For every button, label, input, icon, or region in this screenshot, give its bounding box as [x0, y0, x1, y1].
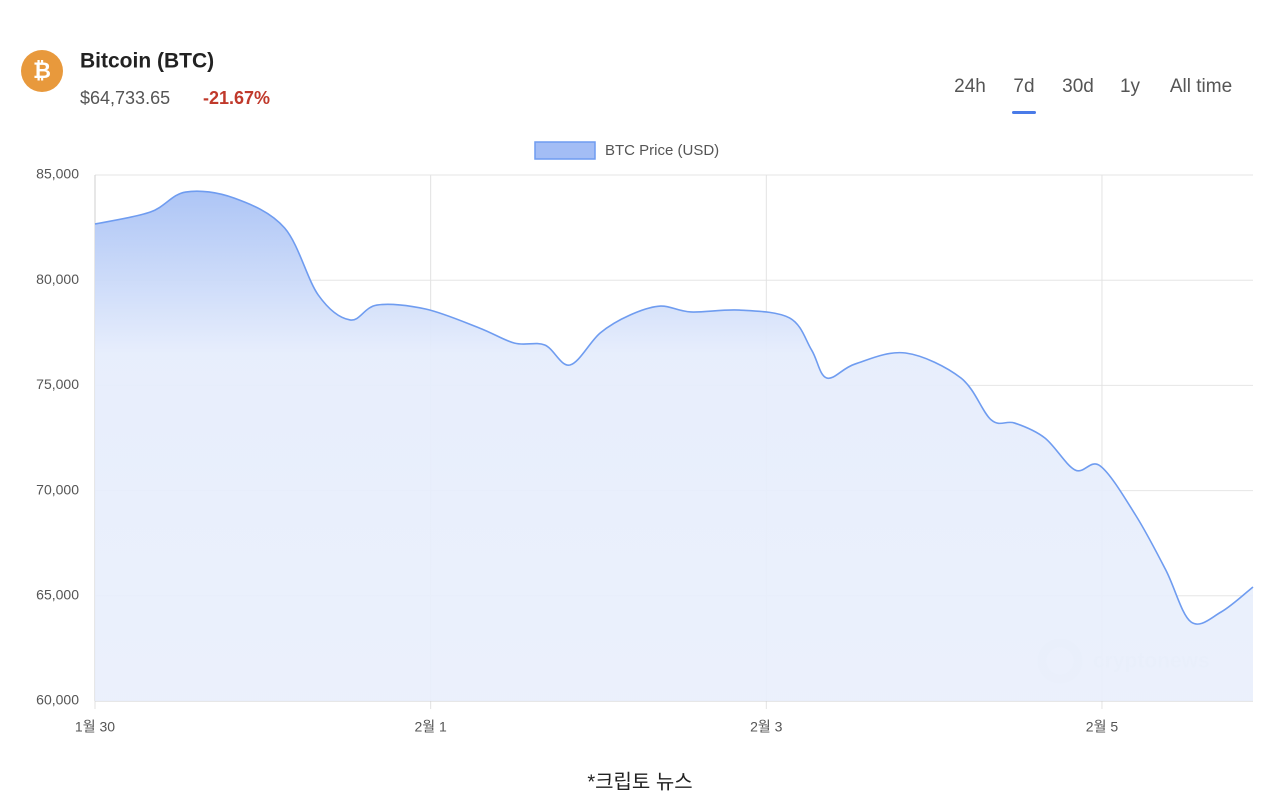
x-tick-label: 2월 3 — [750, 719, 783, 735]
x-tick-label: 2월 1 — [414, 719, 447, 735]
area — [95, 191, 1253, 701]
range-tab[interactable]: 30d — [1062, 76, 1094, 97]
x-tick-label: 2월 5 — [1086, 719, 1119, 735]
y-tick-label: 75,000 — [36, 376, 79, 392]
price: $64,733.65 — [80, 88, 170, 108]
coin-title: Bitcoin (BTC) — [80, 50, 214, 73]
range-tab[interactable]: All time — [1170, 76, 1232, 97]
range-tab[interactable]: 1y — [1120, 76, 1141, 97]
y-tick-label: 85,000 — [36, 166, 79, 182]
y-tick-label: 60,000 — [36, 692, 79, 708]
coin-symbol: ₿ — [33, 58, 51, 83]
coin-icon — [21, 50, 63, 92]
range-tab[interactable]: 7d — [1013, 76, 1034, 97]
x-tick-label: 1월 30 — [75, 719, 115, 735]
range-tabs: 24h 7d 30d 1y All time — [954, 76, 1232, 114]
line — [94, 190, 1254, 625]
plot: 60,000 65,000 70,000 75,000 80,000 85,000 1월 3… — [36, 141, 1254, 735]
legend-swatch — [534, 141, 596, 160]
price-change: -21.67% — [203, 88, 270, 108]
legend-label: BTC Price (USD) — [605, 142, 719, 159]
y-tick-label: 65,000 — [36, 587, 79, 603]
footnote: *크립토 뉴스 — [587, 770, 692, 793]
range-tab[interactable]: 24h — [954, 76, 986, 97]
y-tick-label: 80,000 — [36, 271, 79, 287]
y-tick-label: 70,000 — [36, 481, 79, 497]
active-tab-underline — [1012, 111, 1036, 114]
